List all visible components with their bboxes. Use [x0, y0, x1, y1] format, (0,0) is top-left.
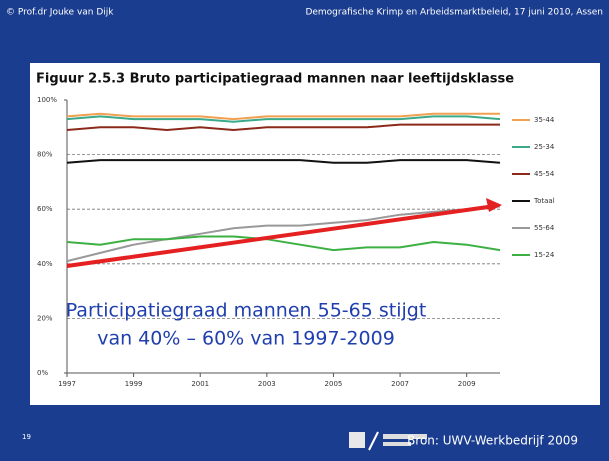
chart-title: Figuur 2.5.3 Bruto participatiegraad man…	[36, 72, 514, 87]
x-tick-label: 2003	[258, 380, 276, 388]
arrow-head	[486, 198, 502, 212]
series-line	[66, 115, 501, 123]
x-tick-label: 1999	[125, 380, 143, 388]
y-tick-label: 100%	[37, 96, 57, 104]
y-tick-label: 60%	[37, 205, 53, 213]
x-tick-label: 2009	[458, 380, 476, 388]
event: Demografische Krimp en Arbeidsmarktbelei…	[305, 8, 603, 18]
logo	[349, 431, 427, 451]
series-line	[66, 123, 500, 132]
page-number: 19	[22, 433, 31, 441]
annotation: van 40% – 60% van 1997-2009	[97, 328, 395, 350]
y-tick-label: 20%	[37, 314, 53, 322]
annotation: Participatiegraad mannen 55-65 stijgt	[66, 300, 427, 322]
x-tick-label: 1997	[58, 380, 76, 388]
series-line	[66, 205, 501, 263]
y-tick-label: 40%	[37, 260, 53, 268]
source: Bron: UWV-Werkbedrijf 2009	[407, 434, 578, 448]
legend-label: 55-64	[534, 224, 555, 232]
legend-label: Totaal	[533, 197, 555, 205]
legend-label: 25-34	[534, 143, 555, 151]
plot: 0% 20% 40% 60% 80% 100% 1997 1999 2001 2003 2005 20…	[37, 96, 555, 388]
series-line	[66, 112, 500, 121]
author: © Prof.dr Jouke van Dijk	[6, 8, 114, 18]
series-line	[66, 159, 501, 164]
x-tick-label: 2001	[191, 380, 209, 388]
y-tick-label: 0%	[37, 369, 48, 377]
legend-label: 35-44	[534, 116, 555, 124]
x-tick-label: 2005	[325, 380, 343, 388]
series-line	[66, 235, 501, 252]
legend-label: 15-24	[534, 251, 555, 259]
legend-label: 45-54	[534, 170, 555, 178]
x-tick-label: 2007	[391, 380, 409, 388]
trend-arrow	[66, 204, 496, 268]
y-tick-label: 80%	[37, 151, 53, 159]
